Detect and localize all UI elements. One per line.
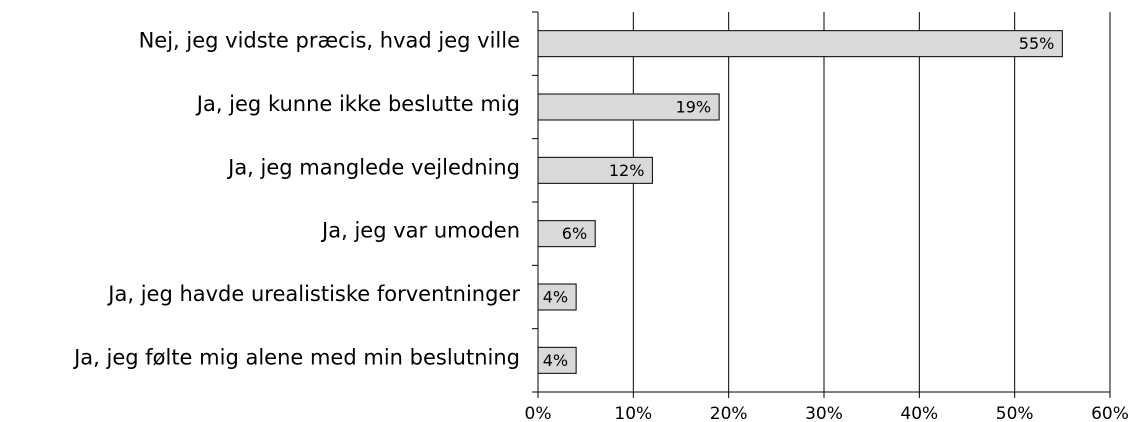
y-tick-label: Ja, jeg var umoden: [320, 219, 520, 243]
x-tick-label: 0%: [525, 404, 552, 422]
value-label: 12%: [609, 161, 645, 180]
value-label: 4%: [543, 288, 568, 307]
x-tick-label: 20%: [710, 404, 748, 422]
y-tick-label: Ja, jeg manglede vejledning: [226, 155, 520, 179]
x-tick-label: 60%: [1091, 404, 1128, 422]
value-label: 4%: [543, 351, 568, 370]
x-tick-label: 40%: [900, 404, 938, 422]
x-tick-label: 30%: [805, 404, 843, 422]
y-tick-label: Ja, jeg kunne ikke beslutte mig: [195, 92, 520, 116]
x-tick-label: 50%: [996, 404, 1034, 422]
bar: [537, 30, 1063, 58]
value-label: 19%: [676, 98, 712, 117]
value-label: 6%: [562, 224, 587, 243]
y-tick-label: Nej, jeg vidste præcis, hvad jeg ville: [139, 29, 520, 53]
bar: [537, 283, 577, 311]
bar: [537, 220, 596, 248]
bar: [537, 156, 653, 184]
y-tick-label: Ja, jeg følte mig alene med min beslutni…: [72, 345, 520, 369]
bar: [537, 93, 720, 121]
value-label: 55%: [1019, 34, 1055, 53]
x-tick-label: 10%: [614, 404, 652, 422]
y-tick-label: Ja, jeg havde urealistiske forventninger: [106, 282, 520, 306]
bar: [537, 346, 577, 374]
